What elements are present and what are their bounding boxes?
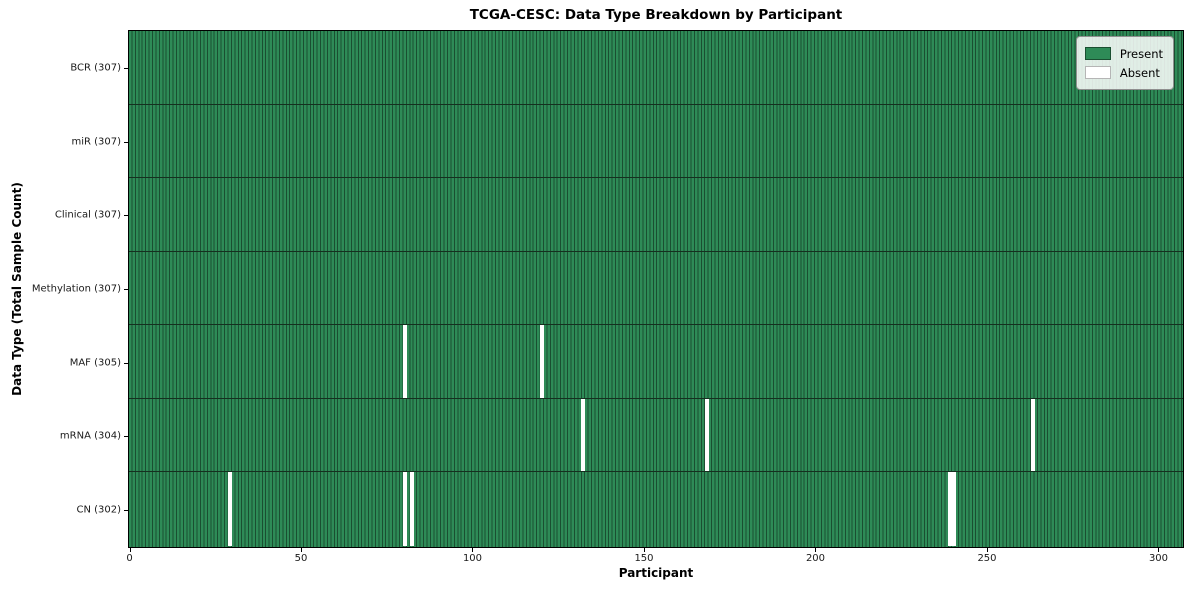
x-axis-label: Participant <box>618 566 694 580</box>
chart-title: TCGA-CESC: Data Type Breakdown by Partic… <box>469 7 843 23</box>
y-tick-mark <box>124 436 129 438</box>
y-tick-label-mRNA: mRNA (304) <box>59 430 121 442</box>
y-tick-mark <box>124 509 129 511</box>
x-tick-label-0: 0 <box>126 553 133 564</box>
present-swatch-icon <box>1084 47 1111 60</box>
heatmap-row-MAF <box>129 325 1183 399</box>
heatmap-row-CN <box>129 472 1183 546</box>
y-tick-label-CN: CN (302) <box>76 504 121 516</box>
x-tick-label-300: 300 <box>1148 553 1169 564</box>
absent-mark-MAF-120 <box>540 325 545 398</box>
legend-item-present: Present <box>1084 44 1163 63</box>
x-tick-mark <box>472 548 474 552</box>
y-tick-label-Clinical: Clinical (307) <box>54 209 121 221</box>
x-tick-mark <box>986 548 988 552</box>
absent-mark-CN-239 <box>948 472 953 546</box>
x-tick-label-200: 200 <box>805 553 826 564</box>
absent-mark-CN-29 <box>228 472 233 546</box>
x-tick-mark <box>300 548 302 552</box>
y-tick-label-BCR: BCR (307) <box>70 62 121 74</box>
absent-mark-CN-80 <box>403 472 408 546</box>
x-tick-label-150: 150 <box>634 553 654 564</box>
heatmap-row-miR <box>129 105 1183 179</box>
absent-mark-CN-240 <box>951 472 956 546</box>
heatmap-row-Methylation <box>129 252 1183 326</box>
absent-mark-mRNA-263 <box>1030 398 1035 472</box>
heatmap-row-Clinical <box>129 178 1183 252</box>
absent-mark-CN-82 <box>409 472 414 546</box>
x-tick-mark <box>643 548 645 552</box>
y-tick-label-MAF: MAF (305) <box>69 357 121 369</box>
legend-label-present: Present <box>1119 46 1163 61</box>
legend-label-absent: Absent <box>1119 65 1160 80</box>
x-tick-label-250: 250 <box>977 553 997 564</box>
x-tick-mark <box>815 548 817 552</box>
heatmap-row-mRNA <box>129 398 1183 473</box>
y-tick-mark <box>124 141 129 143</box>
heatmap-row-BCR <box>129 31 1183 105</box>
y-tick-mark <box>124 362 129 364</box>
absent-mark-mRNA-132 <box>581 398 586 472</box>
y-tick-mark <box>124 289 129 290</box>
y-tick-label-Methylation: Methylation (307) <box>31 283 121 295</box>
x-tick-label-50: 50 <box>294 553 308 564</box>
absent-mark-MAF-80 <box>403 325 408 398</box>
legend-item-absent: Absent <box>1084 63 1163 82</box>
x-tick-label-100: 100 <box>462 553 483 564</box>
plot-area: Present Absent <box>128 30 1184 548</box>
absent-mark-mRNA-168 <box>704 398 709 472</box>
x-tick-mark <box>1158 548 1160 552</box>
heatmap-rows <box>129 31 1183 547</box>
legend: Present Absent <box>1075 36 1174 90</box>
y-tick-mark <box>124 215 129 217</box>
absent-swatch-icon <box>1084 66 1111 79</box>
y-tick-label-miR: miR (307) <box>71 136 121 148</box>
y-tick-mark <box>124 68 129 70</box>
x-tick-mark <box>129 548 131 552</box>
